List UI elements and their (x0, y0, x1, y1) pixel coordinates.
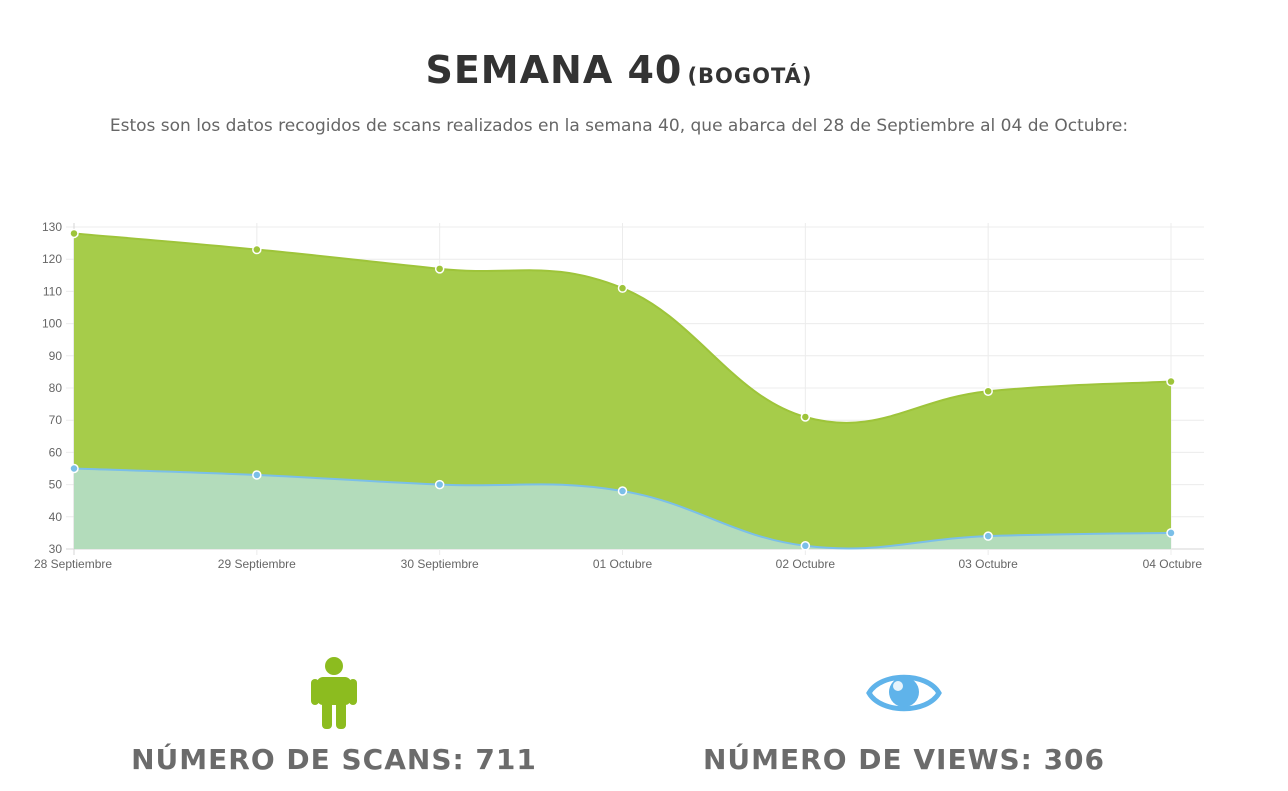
data-point[interactable] (983, 531, 993, 541)
y-axis-ticks: 30 40 50 60 70 80 90 100 110 120 130 (42, 220, 62, 556)
views-stat: NÚMERO DE VIEWS: 306 (654, 650, 1154, 776)
x-axis-ticks: 28 Septiembre 29 Septiembre 30 Septiembre 0… (34, 557, 1202, 571)
y-tick-label: 60 (49, 445, 63, 459)
weekly-scans-area-chart: 30 40 50 60 70 80 90 100 110 120 130 28 Septiembre… (34, 220, 1204, 571)
x-tick-label: 29 Septiembre (218, 557, 296, 571)
person-icon (84, 650, 584, 735)
data-point[interactable] (69, 463, 79, 474)
page-title: SEMANA 40 (BOGOTÁ) (0, 48, 1238, 92)
data-point[interactable] (252, 470, 262, 480)
eye-icon (654, 650, 1154, 735)
y-tick-label: 110 (43, 284, 62, 298)
x-tick-label: 01 Octubre (593, 557, 653, 571)
data-point[interactable] (800, 412, 811, 422)
y-tick-label: 70 (49, 413, 63, 427)
scans-count: NÚMERO DE SCANS: 711 (131, 743, 537, 776)
page-title-main: SEMANA 40 (425, 48, 683, 92)
x-tick-label: 28 Septiembre (34, 557, 112, 571)
data-point[interactable] (252, 244, 262, 255)
y-tick-label: 30 (49, 542, 63, 556)
x-tick-label: 04 Octubre (1143, 557, 1203, 571)
chart-points (69, 228, 1176, 551)
y-tick-label: 80 (49, 381, 63, 395)
data-point[interactable] (617, 486, 628, 496)
data-point[interactable] (800, 541, 811, 551)
y-tick-label: 120 (42, 252, 62, 266)
page-subtitle: Estos son los datos recogidos de scans r… (109, 116, 1129, 136)
data-point[interactable] (434, 479, 445, 490)
data-point[interactable] (434, 264, 445, 274)
x-tick-label: 03 Octubre (958, 557, 1018, 571)
views-count: NÚMERO DE VIEWS: 306 (702, 743, 1106, 776)
y-tick-label: 50 (49, 478, 63, 492)
x-tick-label: 02 Octubre (776, 557, 836, 571)
y-tick-label: 40 (49, 510, 63, 524)
y-tick-label: 100 (42, 317, 62, 331)
y-tick-label: 130 (42, 220, 62, 234)
series-area-2 (74, 468, 1171, 549)
data-point[interactable] (983, 386, 993, 396)
data-point[interactable] (1166, 376, 1176, 387)
x-tick-label: 30 Septiembre (401, 557, 479, 571)
data-point[interactable] (1166, 528, 1176, 538)
scans-stat: NÚMERO DE SCANS: 711 (84, 650, 584, 776)
data-point[interactable] (69, 228, 79, 239)
page-title-location: (BOGOTÁ) (687, 64, 813, 88)
series-area-1 (74, 233, 1171, 549)
data-point[interactable] (617, 283, 628, 293)
y-tick-label: 90 (49, 349, 63, 363)
